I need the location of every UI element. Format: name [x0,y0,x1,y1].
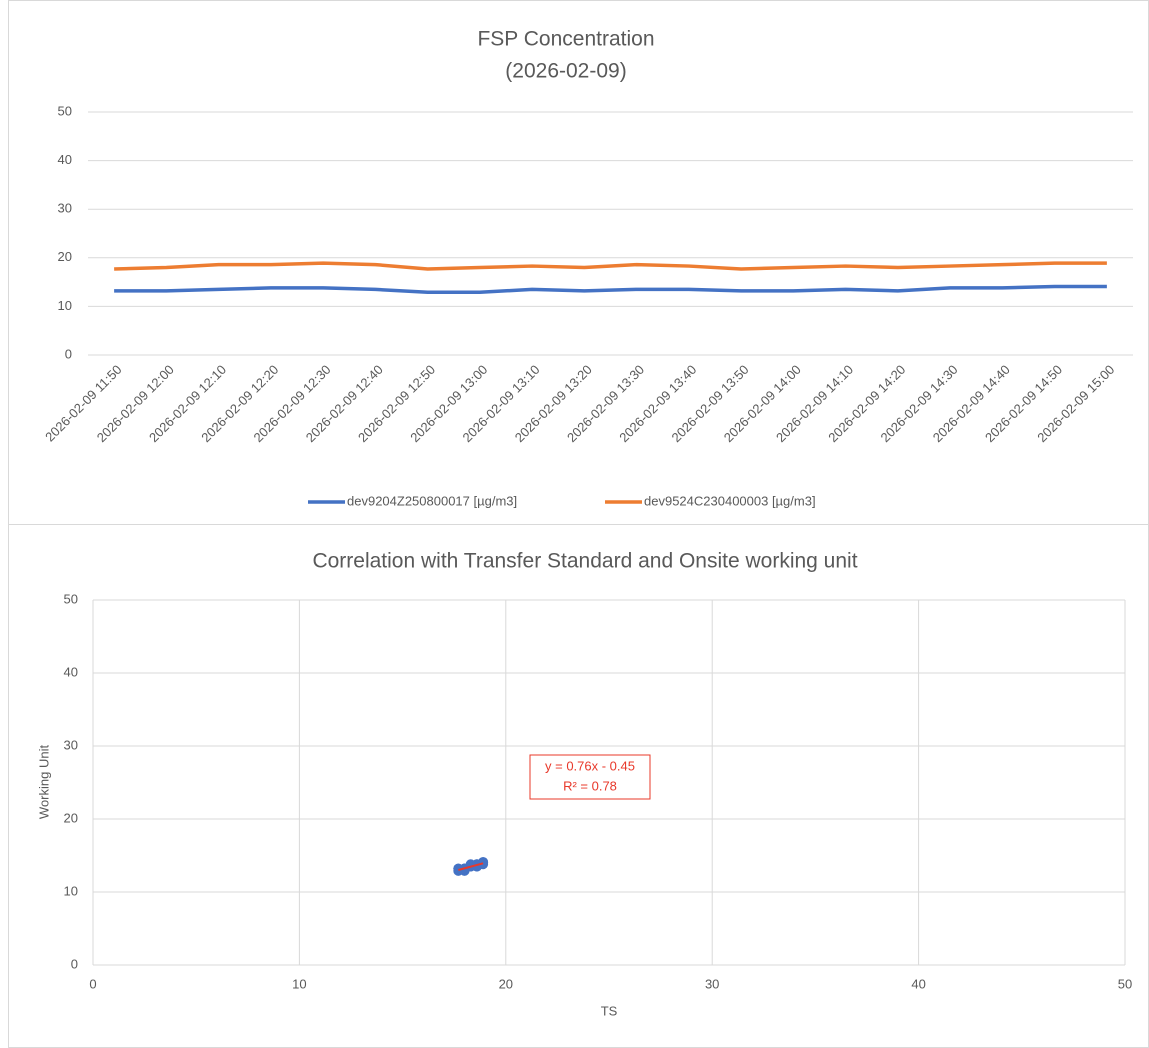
scatter-point [478,857,489,868]
chart-title: (2026-02-09) [505,60,626,83]
y-tick-label: 30 [64,737,78,752]
y-tick-label: 20 [58,249,72,264]
y-tick-label: 50 [58,103,72,118]
y-tick-label: 40 [58,152,72,167]
x-tick-label: 0 [89,976,96,991]
y-axis-label: Working Unit [36,745,51,820]
x-tick-label: 30 [705,976,719,991]
x-axis-label: TS [601,1003,618,1018]
trendline-equation: y = 0.76x - 0.45 [545,758,635,773]
y-tick-label: 40 [64,664,78,679]
trendline-equation: R² = 0.78 [563,778,617,793]
y-tick-label: 10 [58,298,72,313]
data-line [114,284,1107,295]
y-tick-label: 30 [58,201,72,216]
chart-title: FSP Concentration [477,28,654,51]
trendline [458,862,484,871]
y-tick-label: 20 [64,810,78,825]
annotation-box [529,754,651,800]
y-tick-label: 10 [64,883,78,898]
y-tick-label: 50 [64,591,78,606]
x-tick-label: 50 [1118,976,1132,991]
x-tick-label: 40 [911,976,925,991]
legend-label: dev9204Z250800017 [µg/m3] [347,493,517,508]
chart-title: Correlation with Transfer Standard and O… [312,550,857,573]
y-tick-label: 0 [71,956,78,971]
legend-label: dev9524C230400003 [µg/m3] [644,493,816,508]
data-line [114,261,1107,271]
x-tick-label: 10 [292,976,306,991]
x-tick-label: 20 [499,976,513,991]
y-tick-label: 0 [65,346,72,361]
